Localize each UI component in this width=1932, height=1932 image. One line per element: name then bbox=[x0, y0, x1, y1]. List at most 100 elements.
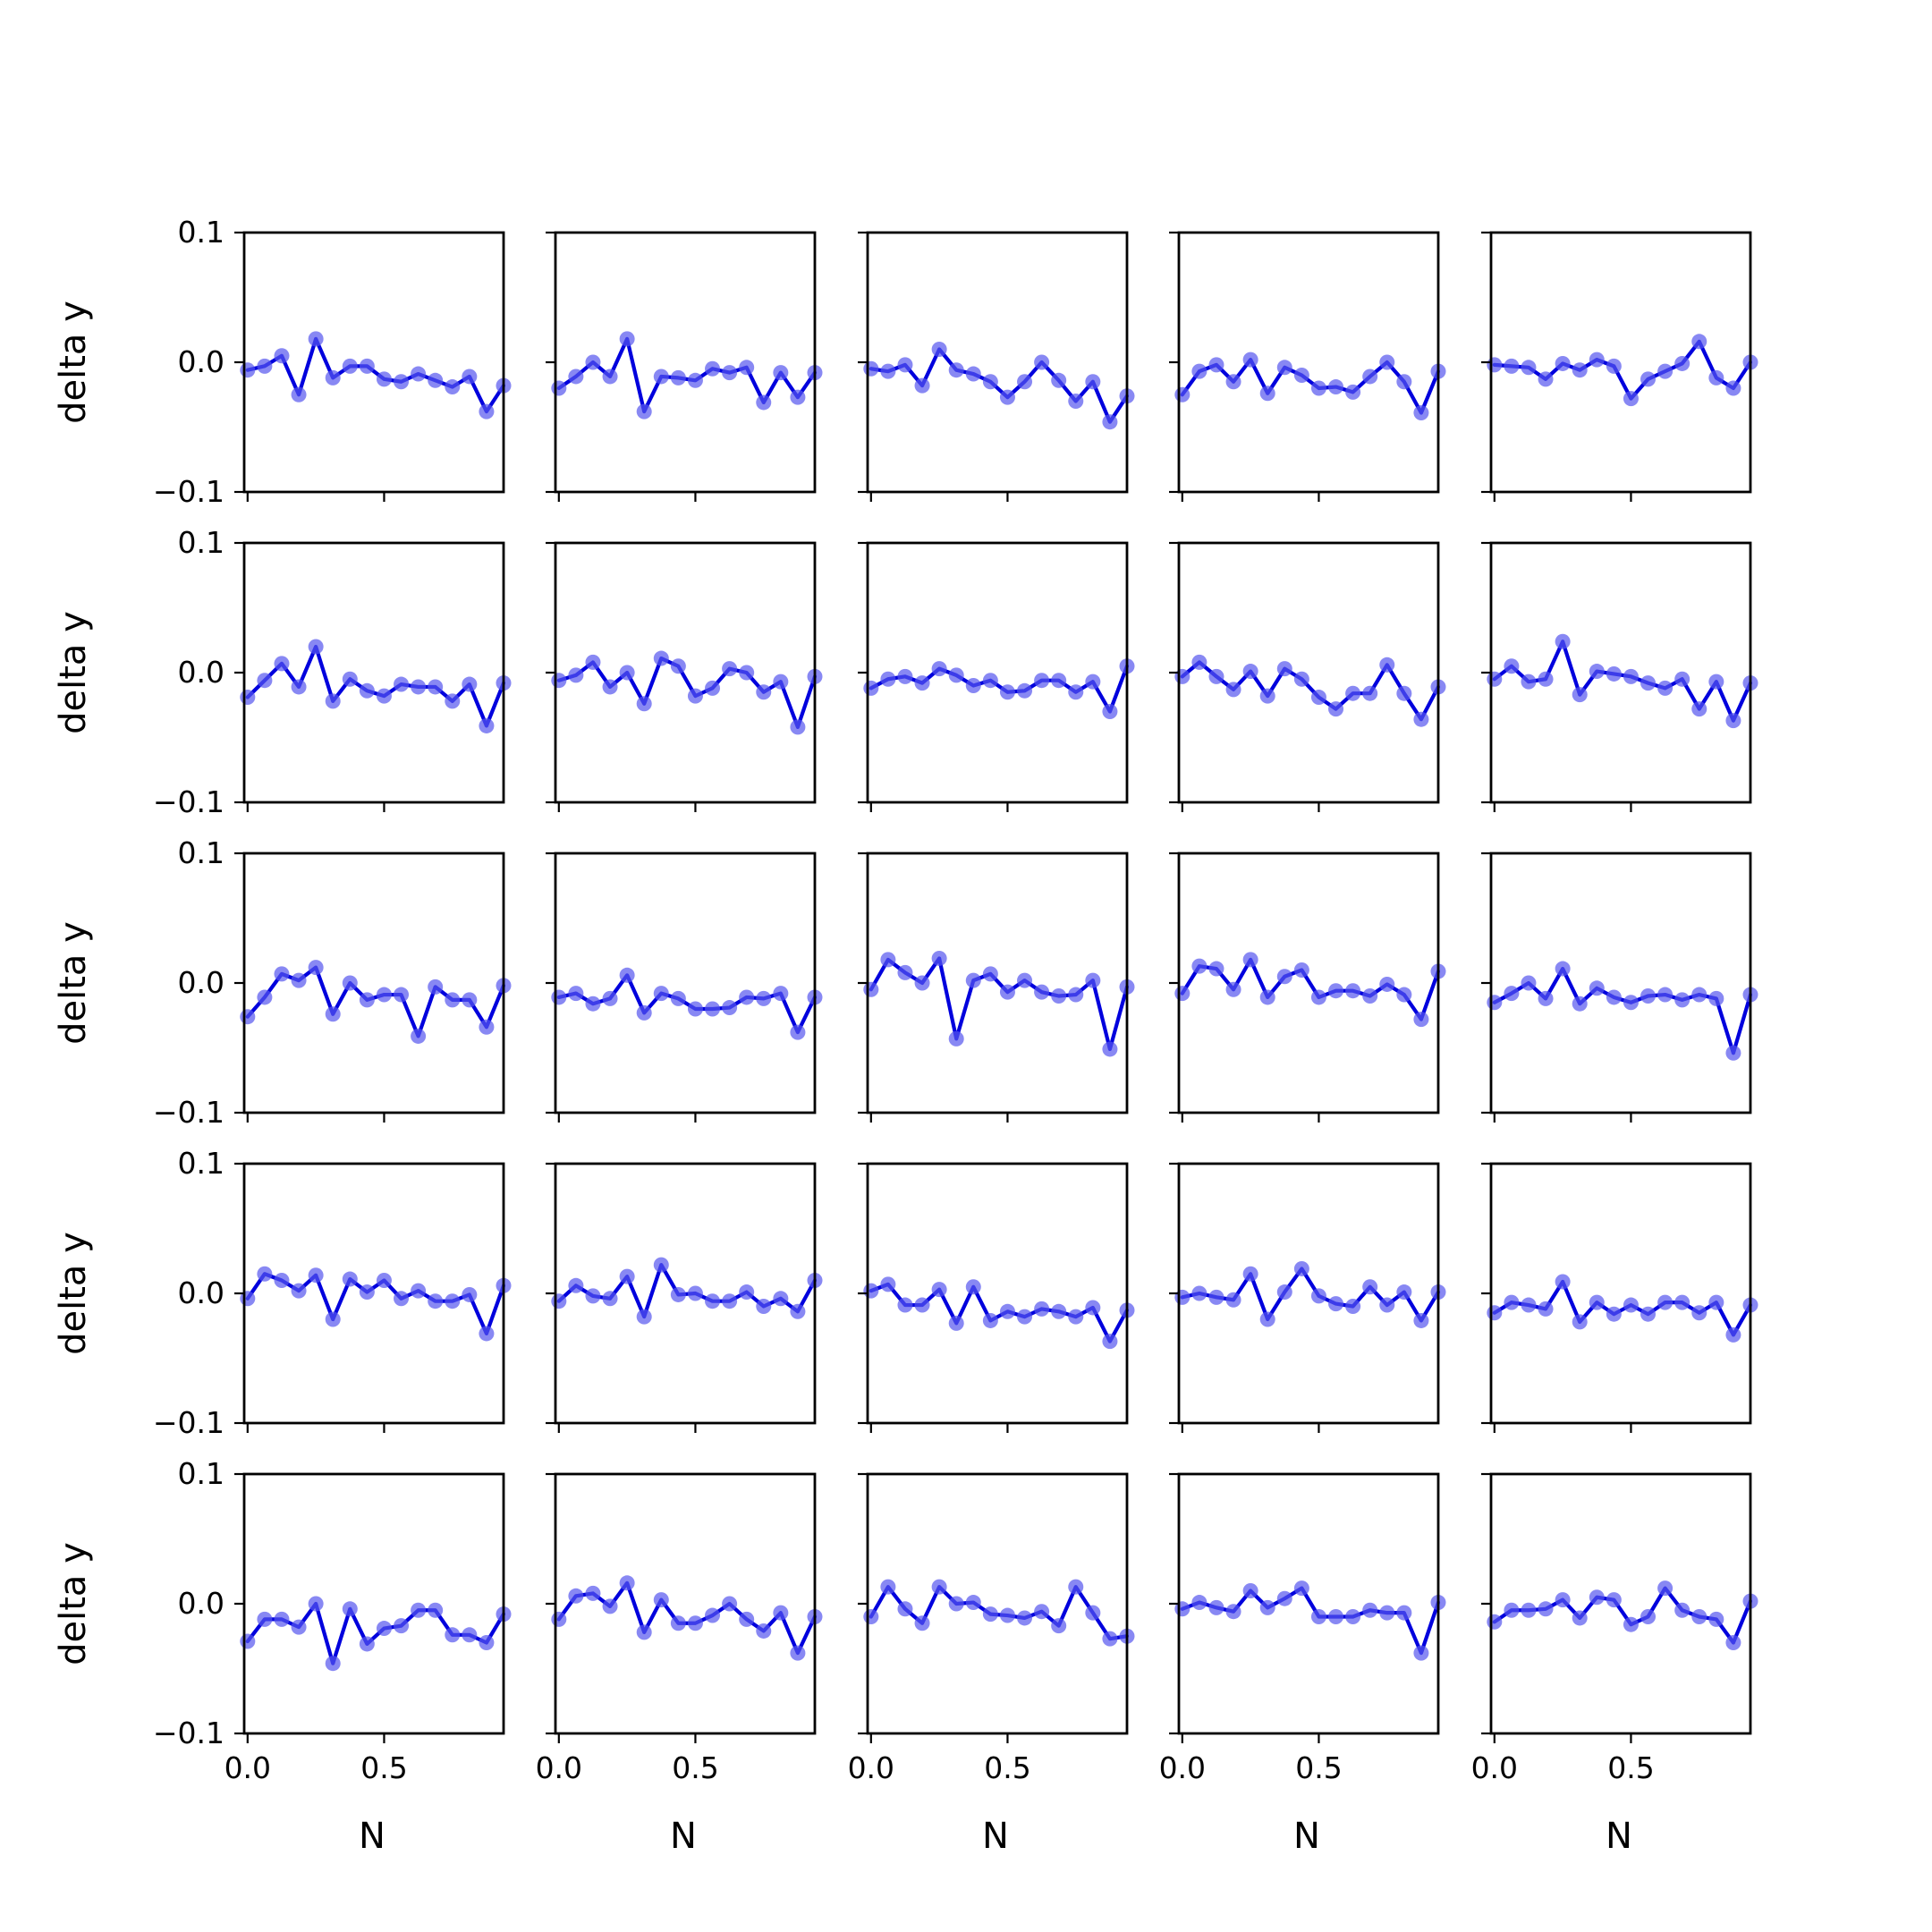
data-point bbox=[376, 688, 392, 704]
data-point bbox=[1413, 1312, 1429, 1328]
data-point bbox=[863, 680, 879, 696]
y-tick-label: −0.1 bbox=[153, 474, 225, 509]
data-point bbox=[982, 966, 998, 982]
series-line bbox=[1492, 1279, 1753, 1337]
data-point bbox=[1017, 374, 1033, 390]
data-point bbox=[1051, 1618, 1067, 1634]
data-point bbox=[773, 1605, 789, 1621]
data-point bbox=[1191, 1595, 1208, 1611]
series-line bbox=[1180, 957, 1441, 1021]
data-point bbox=[914, 675, 930, 691]
data-point bbox=[274, 1611, 290, 1627]
data-point bbox=[948, 1315, 964, 1331]
data-point bbox=[1589, 664, 1605, 680]
data-point bbox=[1208, 668, 1224, 684]
data-point bbox=[705, 360, 721, 377]
subplot-13 bbox=[858, 852, 1135, 1123]
data-point bbox=[428, 1293, 444, 1309]
subplot-25: 0.0 0.5 N bbox=[1471, 1472, 1758, 1857]
data-point bbox=[1379, 354, 1395, 370]
data-point bbox=[1379, 1605, 1395, 1621]
data-point bbox=[739, 989, 755, 1005]
data-point bbox=[1345, 685, 1361, 701]
data-point bbox=[790, 1303, 806, 1319]
data-point bbox=[1362, 685, 1378, 701]
data-point bbox=[342, 975, 358, 991]
data-point bbox=[342, 1271, 358, 1287]
data-point bbox=[1538, 1301, 1554, 1317]
data-point bbox=[257, 989, 273, 1005]
x-tick-label: 0.0 bbox=[1159, 1750, 1206, 1785]
data-point bbox=[308, 331, 324, 347]
data-point bbox=[1606, 989, 1622, 1005]
data-point bbox=[1606, 665, 1622, 682]
data-point bbox=[411, 1283, 427, 1299]
data-point bbox=[1674, 355, 1690, 371]
series-line bbox=[245, 965, 506, 1038]
data-point bbox=[1293, 368, 1309, 383]
data-point bbox=[1242, 664, 1258, 680]
y-axis-label: delta y bbox=[53, 1542, 94, 1665]
data-point bbox=[931, 661, 947, 677]
data-point bbox=[1208, 1599, 1224, 1615]
subplot-20 bbox=[1481, 1162, 1758, 1433]
data-point bbox=[1606, 1592, 1622, 1608]
data-point bbox=[479, 717, 495, 733]
data-point bbox=[756, 1623, 772, 1639]
data-point bbox=[325, 1311, 341, 1327]
data-point bbox=[1623, 1297, 1639, 1313]
data-point bbox=[376, 1621, 392, 1637]
y-tick-label: 0.1 bbox=[178, 1456, 225, 1491]
x-axis-label: N bbox=[359, 1816, 386, 1857]
data-point bbox=[636, 1309, 652, 1325]
data-point bbox=[914, 975, 930, 991]
data-point bbox=[1379, 657, 1395, 673]
data-point bbox=[1725, 1045, 1741, 1061]
data-point bbox=[394, 374, 410, 390]
data-point bbox=[1487, 671, 1503, 687]
data-point bbox=[756, 684, 772, 700]
data-point bbox=[756, 1299, 772, 1314]
data-point bbox=[1487, 357, 1503, 373]
data-point bbox=[291, 1619, 307, 1635]
data-point bbox=[428, 679, 444, 695]
data-point bbox=[739, 665, 755, 681]
data-point bbox=[445, 992, 461, 1008]
data-point bbox=[445, 1293, 461, 1309]
data-point bbox=[257, 673, 273, 689]
series-line bbox=[556, 336, 818, 414]
data-point bbox=[359, 682, 375, 699]
series-line bbox=[556, 656, 818, 730]
data-point bbox=[1102, 414, 1118, 430]
data-point bbox=[1708, 674, 1724, 690]
data-point bbox=[722, 365, 738, 381]
subplot-22: 0.0 0.5 N bbox=[536, 1472, 823, 1857]
data-point bbox=[1396, 1284, 1412, 1301]
series-line bbox=[245, 1272, 506, 1336]
data-point bbox=[274, 1273, 290, 1288]
data-point bbox=[670, 658, 686, 674]
data-point bbox=[1242, 352, 1258, 368]
data-point bbox=[1487, 1305, 1503, 1321]
data-point bbox=[636, 696, 652, 712]
series-line bbox=[1492, 1586, 1753, 1645]
data-point bbox=[568, 986, 584, 1002]
subplot-15 bbox=[1481, 852, 1758, 1123]
data-point bbox=[1259, 1599, 1275, 1615]
data-point bbox=[619, 1575, 635, 1591]
data-point bbox=[1521, 674, 1537, 690]
subplot-4 bbox=[1169, 231, 1446, 502]
x-tick-label: 0.0 bbox=[848, 1750, 894, 1785]
data-point bbox=[411, 1028, 427, 1044]
data-point bbox=[1328, 379, 1344, 395]
data-point bbox=[1259, 688, 1275, 704]
y-tick-label: −0.1 bbox=[153, 784, 225, 819]
data-point bbox=[880, 952, 896, 968]
data-point bbox=[1242, 952, 1258, 968]
data-point bbox=[479, 1635, 495, 1650]
subplot-10 bbox=[1481, 541, 1758, 812]
x-tick-label: 0.5 bbox=[360, 1750, 407, 1785]
data-point bbox=[982, 673, 998, 689]
data-point bbox=[1276, 1590, 1292, 1606]
